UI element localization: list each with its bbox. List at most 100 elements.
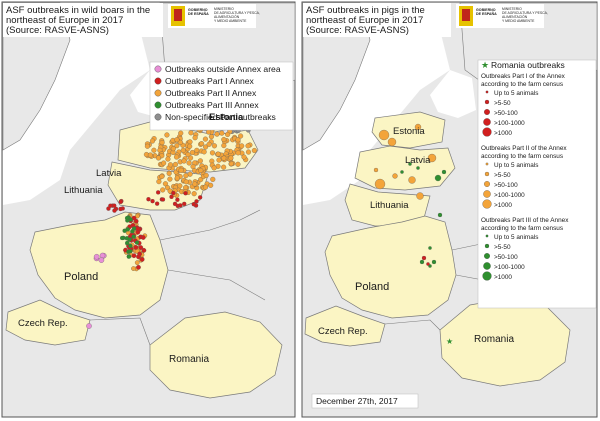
left-outbreak-dot-part-ii — [221, 143, 227, 149]
left-outbreak-dot-part-ii — [155, 155, 162, 161]
right-outbreak-dot-part-ii — [373, 167, 379, 173]
right-logo-text-2: DE ESPAÑA — [476, 11, 497, 16]
left-outbreak-dot-part-ii — [245, 143, 251, 149]
left-outbreak-dot-part-ii — [221, 136, 227, 143]
left-outbreak-dot-part-ii — [225, 131, 231, 138]
right-legend-swatch — [484, 253, 490, 259]
left-outbreak-dot-part-ii — [177, 139, 183, 145]
left-legend-swatch — [154, 65, 162, 73]
right-legend-swatch — [484, 99, 490, 105]
right-legend-item: >50-100 — [494, 182, 518, 189]
left-outbreak-dot-part-i — [139, 257, 145, 262]
left-outbreak-dot-part-iii — [134, 240, 140, 245]
left-outbreak-dot-part-ii — [134, 260, 140, 265]
right-outbreak-dot-part-iii — [400, 170, 404, 174]
left-outbreak-dot-part-ii — [131, 266, 136, 271]
left-outbreak-dot-part-i — [140, 235, 146, 240]
right-map-panel: ASF outbreaks in pigs in the northeast o… — [301, 1, 598, 418]
right-logo-text-4: DE AGRICULTURA Y PESCA, — [502, 11, 548, 15]
right-logo-text-3: MINISTERIO — [502, 7, 522, 11]
left-title-line-2: northeast of Europe in 2017 — [6, 15, 123, 26]
right-legend-heading: Outbreaks Part I of the Annex — [481, 73, 566, 80]
left-outbreak-dot-part-iii — [131, 226, 137, 231]
right-outbreak-dot-part-iii — [441, 169, 447, 175]
left-outbreak-dot-part-ii — [209, 150, 216, 156]
left-outbreak-dot-outside — [93, 253, 100, 260]
left-outbreak-dot-part-ii — [178, 130, 184, 136]
left-outbreak-dot-part-ii — [191, 191, 197, 197]
left-outbreak-dot-part-ii — [210, 176, 216, 182]
left-outbreak-dot-part-ii — [201, 149, 207, 155]
left-outbreak-dot-outside — [99, 252, 106, 259]
left-logo-text-6: Y MEDIO AMBIENTE — [214, 19, 247, 23]
left-label-romania: Romania — [169, 354, 209, 365]
left-outbreak-dot-part-iii — [124, 236, 130, 241]
right-legend-heading: according to the farm census — [481, 153, 563, 160]
right-legend-item: >1000 — [494, 202, 512, 209]
left-outbreak-dot-part-ii — [178, 167, 184, 173]
left-outbreak-dot-part-ii — [192, 135, 198, 141]
left-logo-text-4: DE AGRICULTURA Y PESCA, — [214, 11, 260, 15]
left-outbreak-dot-part-i — [137, 251, 142, 257]
left-outbreak-dot-part-i — [172, 201, 178, 207]
right-outbreak-dot-part-iii — [416, 166, 420, 170]
left-outbreak-dot-part-ii — [187, 155, 194, 161]
left-outbreak-dot-part-iii — [128, 249, 133, 254]
left-label-lithuania: Lithuania — [64, 185, 103, 196]
left-legend-box — [149, 61, 294, 131]
left-title-line-1: ASF outbreaks in wild boars in the — [6, 5, 150, 16]
left-outbreak-dot-part-ii — [166, 170, 172, 176]
right-outbreak-dot-part-i — [426, 262, 430, 266]
right-legend-swatch — [484, 109, 490, 115]
left-outbreak-dot-part-i — [178, 203, 183, 208]
date-box — [311, 393, 419, 409]
right-label-latvia: Latvia — [405, 155, 431, 166]
right-title-box — [303, 3, 451, 37]
right-label-romania: Romania — [474, 334, 514, 345]
right-romania-outbreak-star-icon: ★ — [446, 337, 453, 346]
right-outbreak-dot-part-ii — [427, 153, 437, 163]
left-outbreak-dot-part-iii — [125, 240, 130, 246]
right-title-line-3: (Source: RASVE-ASNS) — [306, 25, 409, 36]
left-outbreak-dot-part-ii — [206, 129, 212, 135]
right-legend-swatch — [485, 234, 489, 238]
left-outbreak-dot-part-ii — [183, 173, 189, 179]
left-outbreak-dot-part-i — [135, 226, 141, 232]
right-legend-swatch — [484, 181, 490, 187]
left-outbreak-dot-part-i — [198, 195, 203, 200]
right-label-czech: Czech Rep. — [318, 326, 368, 337]
left-outbreak-dot-part-ii — [208, 182, 214, 188]
left-outbreak-dot-part-ii — [235, 150, 241, 156]
right-outbreak-points: ★ — [373, 123, 453, 346]
left-outbreak-dot-part-ii — [149, 138, 155, 144]
right-legend-item: >100-1000 — [494, 264, 525, 271]
right-legend-swatch — [482, 199, 492, 209]
left-outbreak-dot-part-ii — [239, 143, 245, 149]
left-outbreak-dot-part-ii — [202, 136, 208, 142]
left-legend-swatch — [154, 101, 162, 109]
left-outbreak-dot-part-ii — [167, 162, 174, 168]
left-outbreak-dot-part-ii — [202, 184, 209, 190]
right-legend-heading: Outbreaks Part III of the Annex — [481, 217, 569, 224]
right-outbreak-dot-part-ii — [416, 192, 424, 200]
right-legend-box — [477, 59, 597, 309]
right-coat-of-arms-shield-icon — [462, 9, 470, 21]
right-outbreak-dot-part-iii — [434, 174, 442, 182]
right-legend-item: >5-50 — [494, 172, 511, 179]
left-outbreak-dot-part-ii — [235, 161, 241, 167]
right-gulf-of-riga — [430, 70, 476, 118]
left-label-estonia: Estonia — [209, 112, 244, 123]
romania-star-icon: ★ — [481, 60, 489, 70]
right-logo-text-6: Y MEDIO AMBIENTE — [502, 19, 535, 23]
left-outbreak-dot-part-i — [138, 245, 144, 250]
left-legend-swatch — [154, 77, 162, 85]
left-other-borders — [89, 209, 266, 346]
right-legend-heading: according to the farm census — [481, 225, 563, 232]
right-outbreak-dot-part-iii — [431, 259, 437, 265]
left-outbreak-dot-part-ii — [203, 144, 209, 150]
left-outbreak-dot-part-ii — [144, 143, 150, 149]
left-outbreak-dot-part-i — [150, 199, 155, 204]
left-outbreak-dot-part-ii — [198, 167, 204, 174]
left-outbreak-dot-part-ii — [219, 130, 225, 136]
